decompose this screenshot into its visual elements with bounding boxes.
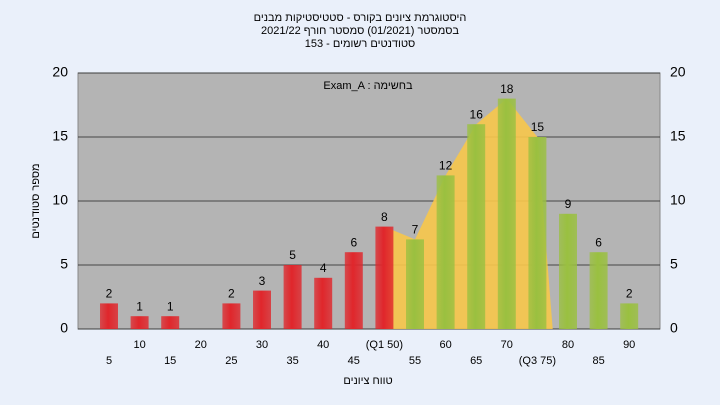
y2-tick-label: 5 — [670, 256, 678, 272]
x-tick-label: 15 — [164, 355, 176, 367]
y-tick-label: 0 — [60, 320, 68, 336]
bar — [314, 277, 333, 329]
data-label: 1 — [136, 299, 143, 313]
data-label: 16 — [470, 107, 484, 121]
y2-tick-label: 0 — [670, 320, 678, 336]
y-tick-label: 10 — [52, 192, 68, 208]
bar — [559, 213, 577, 329]
data-label: 5 — [289, 248, 296, 262]
annotation: Exam_A : בחשימה — [323, 80, 413, 92]
x-tick-label: 20 — [195, 339, 207, 351]
x-tick-label: (Q3 75) — [519, 355, 556, 367]
y2-tick-label: 15 — [670, 128, 686, 144]
chart-title: היסטוגרמת ציונים בקורס - סטטיסטיקות מבני… — [254, 12, 467, 24]
bar — [344, 252, 363, 329]
data-label: 12 — [439, 159, 453, 173]
x-tick-label: 40 — [317, 339, 329, 351]
chart-subtitle: בסמסטר (01/2021) סמסטר חורף 2021/22 — [261, 25, 459, 37]
data-label: 9 — [565, 197, 572, 211]
y-tick-label: 5 — [60, 256, 68, 272]
y2-tick-label: 10 — [670, 192, 686, 208]
y-axis-label: מספר סטודנטים — [30, 163, 42, 238]
bar — [161, 316, 180, 329]
data-label: 7 — [412, 223, 419, 237]
x-tick-label: 90 — [623, 339, 635, 351]
x-tick-label: 70 — [501, 339, 513, 351]
data-label: 15 — [531, 120, 545, 134]
x-tick-label: 65 — [470, 355, 482, 367]
bar — [528, 137, 547, 329]
x-tick-label: 55 — [409, 355, 421, 367]
y-tick-label: 15 — [52, 128, 68, 144]
bar — [497, 98, 516, 329]
data-label: 6 — [350, 235, 357, 249]
x-tick-label: 10 — [133, 339, 145, 351]
data-label: 4 — [320, 261, 327, 275]
bar — [375, 226, 394, 329]
x-tick-label: 85 — [592, 355, 604, 367]
bar — [467, 124, 486, 329]
chart-subtitle: 153 - סטודנטים רשומים — [305, 38, 416, 50]
bar — [406, 239, 424, 329]
data-label: 3 — [259, 274, 266, 288]
bar — [100, 303, 118, 329]
x-axis-label: טווח ציונים — [343, 375, 392, 387]
bar — [253, 290, 271, 329]
bar — [130, 316, 149, 329]
x-tick-label: 60 — [439, 339, 451, 351]
data-label: 2 — [106, 287, 113, 301]
data-label: 6 — [595, 235, 602, 249]
x-tick-label: 5 — [106, 355, 112, 367]
data-label: 2 — [228, 287, 235, 301]
data-label: 18 — [500, 82, 514, 96]
data-label: 8 — [381, 210, 388, 224]
bar — [620, 303, 639, 329]
bar — [283, 265, 302, 329]
data-label: 1 — [167, 299, 174, 313]
x-tick-label: 25 — [225, 355, 237, 367]
bar — [589, 252, 608, 329]
x-tick-label: (Q1 50) — [366, 339, 403, 351]
x-tick-label: 35 — [286, 355, 298, 367]
x-tick-label: 45 — [348, 355, 360, 367]
y-tick-label: 20 — [52, 64, 68, 80]
data-label: 2 — [626, 287, 633, 301]
x-tick-label: 30 — [256, 339, 268, 351]
x-tick-label: 80 — [562, 339, 574, 351]
bar — [436, 175, 455, 329]
y2-tick-label: 20 — [670, 64, 686, 80]
bar — [222, 303, 241, 329]
